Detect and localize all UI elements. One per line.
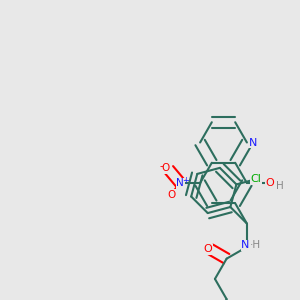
Text: N: N: [176, 178, 184, 188]
Text: O: O: [168, 190, 176, 200]
Text: +: +: [182, 176, 189, 184]
Text: H: H: [276, 181, 284, 191]
Text: ·H: ·H: [250, 241, 262, 250]
Text: -: -: [160, 162, 163, 172]
Text: O: O: [162, 163, 170, 173]
Text: O: O: [204, 244, 212, 254]
Text: N: N: [241, 241, 250, 250]
Text: N: N: [249, 137, 257, 148]
Text: Cl: Cl: [250, 174, 261, 184]
Text: O: O: [266, 178, 274, 188]
